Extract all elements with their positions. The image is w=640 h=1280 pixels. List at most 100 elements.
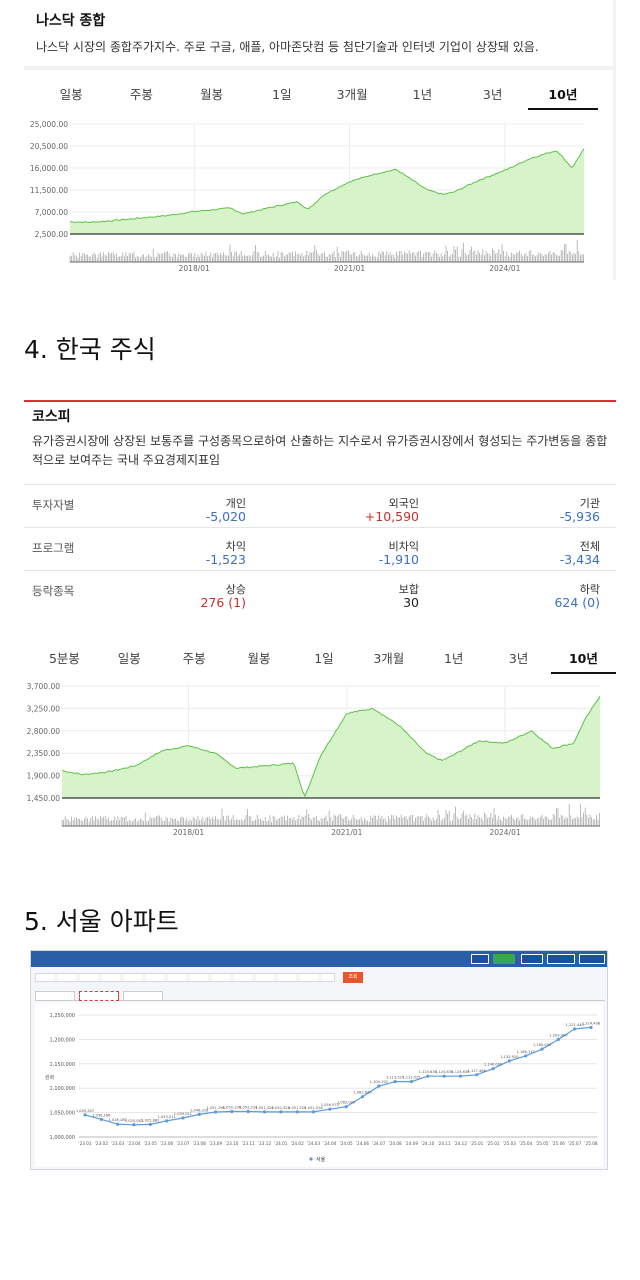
data-point bbox=[165, 1119, 169, 1123]
row-label: 프로그램 bbox=[32, 541, 75, 555]
tab-4[interactable]: 3개월 bbox=[336, 87, 368, 102]
tab-3[interactable]: 1일 bbox=[272, 87, 292, 102]
row-cell: 외국인 +10,590 bbox=[299, 485, 419, 529]
data-point bbox=[197, 1112, 201, 1116]
data-point bbox=[377, 1084, 381, 1088]
x-tick-label: '23.03 bbox=[111, 1141, 124, 1146]
subtab-2[interactable] bbox=[79, 991, 119, 1001]
filter-controls[interactable] bbox=[35, 973, 335, 982]
data-point bbox=[426, 1074, 430, 1078]
x-tick-label: '24.09 bbox=[405, 1141, 418, 1146]
data-point bbox=[99, 1117, 103, 1121]
data-label: 1,051,526 bbox=[272, 1106, 291, 1110]
row-label: 투자자별 bbox=[32, 498, 75, 512]
data-label: 1,051,196 bbox=[206, 1106, 225, 1110]
y-tick-label: 7,000.00 bbox=[35, 208, 69, 217]
tab-2[interactable]: 주봉 bbox=[182, 651, 206, 666]
x-tick-label: '23.10 bbox=[225, 1141, 238, 1146]
data-label: 1,113,525 bbox=[402, 1076, 420, 1080]
x-tick-label: '25.02 bbox=[486, 1141, 499, 1146]
data-point bbox=[540, 1047, 544, 1051]
data-point bbox=[279, 1110, 283, 1114]
x-tick-label: '23.07 bbox=[176, 1141, 189, 1146]
tab-1[interactable]: 일봉 bbox=[117, 651, 141, 666]
y-tick-label: 3,250.00 bbox=[27, 704, 61, 713]
x-tick-label: '24.06 bbox=[356, 1141, 369, 1146]
data-point bbox=[116, 1122, 120, 1126]
y-tick-label: 2,350.00 bbox=[27, 749, 61, 758]
investor-row: 등락종목 상승 276 (1) 보합 30 하락 624 (0) bbox=[24, 570, 616, 614]
subtab-3[interactable] bbox=[123, 991, 163, 1001]
tab-7[interactable]: 10년 bbox=[527, 82, 598, 110]
data-label: 1,200,000 bbox=[549, 1033, 568, 1037]
x-tick-label: 2024/01 bbox=[489, 264, 520, 273]
tab-5[interactable]: 1년 bbox=[412, 87, 433, 102]
data-label: 1,039,011 bbox=[174, 1112, 192, 1116]
data-point bbox=[491, 1067, 495, 1071]
tab-0[interactable]: 일봉 bbox=[59, 87, 83, 102]
panel-btn-1[interactable] bbox=[471, 954, 489, 964]
data-label: 1,127,466 bbox=[468, 1069, 487, 1073]
tab-6[interactable]: 3년 bbox=[482, 87, 503, 102]
panel-btn-4[interactable] bbox=[547, 954, 575, 964]
tab-4[interactable]: 1일 bbox=[314, 651, 334, 666]
series-line bbox=[84, 1026, 592, 1126]
row-cell: 보합 30 bbox=[299, 571, 419, 615]
x-tick-label: '24.03 bbox=[307, 1141, 320, 1146]
panel-btn-3[interactable] bbox=[521, 954, 543, 964]
x-tick-label: '23.11 bbox=[242, 1141, 255, 1146]
y-tick-label: 20,500.00 bbox=[30, 142, 68, 151]
x-tick-label: '23.12 bbox=[258, 1141, 271, 1146]
data-point bbox=[409, 1079, 414, 1084]
tab-5[interactable]: 3개월 bbox=[373, 651, 405, 666]
x-tick-label: '25.07 bbox=[568, 1141, 581, 1146]
cell-key: 하락 bbox=[579, 583, 600, 596]
tab-3[interactable]: 월봉 bbox=[247, 651, 271, 666]
tab-7[interactable]: 3년 bbox=[508, 651, 529, 666]
cell-value: -5,020 bbox=[205, 509, 246, 524]
subtab-row bbox=[35, 991, 605, 1001]
tab-0[interactable]: 5분봉 bbox=[48, 651, 80, 666]
x-tick-label: '25.01 bbox=[470, 1141, 483, 1146]
panel-btn-2[interactable] bbox=[493, 954, 515, 964]
filter-bar: 조회 bbox=[31, 971, 607, 985]
y-tick-label: 2,500.00 bbox=[35, 230, 69, 239]
tab-6[interactable]: 1년 bbox=[443, 651, 464, 666]
subtab-1[interactable] bbox=[35, 991, 75, 1001]
data-label: 1,052,234 bbox=[239, 1106, 258, 1110]
row-cell: 전체 -3,434 bbox=[480, 528, 600, 572]
data-label: 1,113,525 bbox=[386, 1076, 404, 1080]
data-label: 1,104,192 bbox=[370, 1080, 388, 1084]
section-5-heading: 5. 서울 아파트 bbox=[24, 907, 179, 936]
y-tick-label: 1,000,000 bbox=[50, 1135, 75, 1141]
price-line bbox=[69, 148, 584, 224]
cell-key: 전체 bbox=[579, 540, 600, 553]
nasdaq-header: 나스닥 종합 나스닥 시장의 종합주가지수. 주로 구글, 애플, 아마존닷컴 … bbox=[24, 0, 613, 70]
x-tick-label: '24.05 bbox=[340, 1141, 353, 1146]
panel-btn-5[interactable] bbox=[579, 954, 605, 964]
tab-1[interactable]: 주봉 bbox=[129, 87, 153, 102]
data-point bbox=[311, 1110, 316, 1114]
cell-value: 276 (1) bbox=[200, 595, 246, 610]
row-cell: 기관 -5,936 bbox=[480, 485, 600, 529]
data-point bbox=[181, 1116, 185, 1120]
x-tick-label: '23.01 bbox=[78, 1141, 91, 1146]
y-tick-label: 1,150,000 bbox=[50, 1062, 75, 1068]
data-label: 1,140,000 bbox=[484, 1063, 503, 1067]
cell-key: 비차익 bbox=[388, 540, 419, 553]
cell-value: +10,590 bbox=[364, 509, 419, 524]
kospi-chart: 3,700.00 3,250.00 2,800.00 2,350.00 1,900.00… bbox=[27, 682, 601, 837]
y-tick-label: 1,050,000 bbox=[50, 1111, 75, 1117]
tab-2[interactable]: 월봉 bbox=[200, 87, 224, 102]
x-tick-label: '23.09 bbox=[209, 1141, 222, 1146]
area-fill bbox=[70, 148, 584, 234]
x-tick-label: 2024/01 bbox=[489, 828, 520, 837]
x-tick-label: 2018/01 bbox=[179, 264, 210, 273]
data-label: 1,124,636 bbox=[435, 1070, 454, 1074]
data-label: 1,056,975 bbox=[321, 1103, 339, 1107]
data-label: 1,224,498 bbox=[582, 1021, 601, 1025]
search-button[interactable]: 조회 bbox=[343, 972, 363, 983]
tab-8[interactable]: 10년 bbox=[551, 646, 616, 674]
seoul-panel-titlebar bbox=[31, 951, 607, 967]
data-label: 1,025,882 bbox=[141, 1118, 159, 1122]
